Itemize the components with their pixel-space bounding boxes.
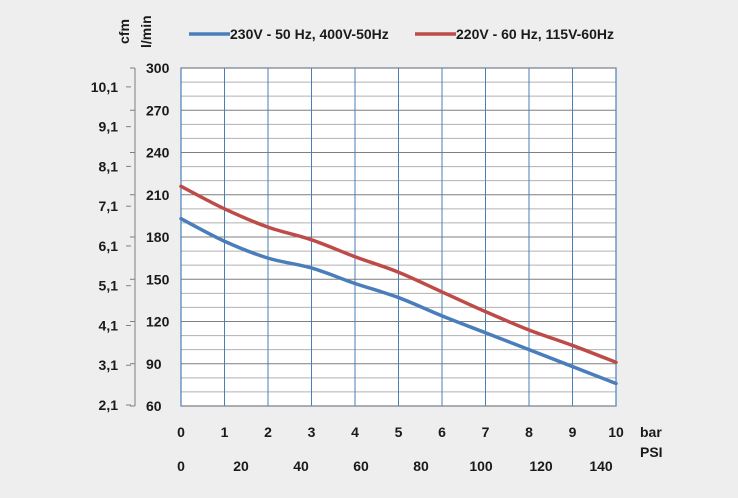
- x-tick-label-psi: 0: [177, 458, 185, 474]
- y-tick-label-cfm: 7,1: [99, 198, 119, 214]
- y-tick-label-lmin: 60: [146, 398, 162, 414]
- x-tick-label-bar: 0: [177, 424, 185, 440]
- y-tick-label-lmin: 180: [146, 229, 170, 245]
- x-tick-label-psi: 100: [469, 458, 493, 474]
- x-unit-psi: PSI: [640, 444, 663, 460]
- y-unit-cfm: cfm: [116, 19, 132, 44]
- x-tick-label-bar: 7: [482, 424, 490, 440]
- x-tick-label-psi: 140: [589, 458, 613, 474]
- y-tick-label-lmin: 300: [146, 60, 170, 76]
- y-tick-label-cfm: 4,1: [99, 317, 119, 333]
- legend-label-series-2: 220V - 60 Hz, 115V-60Hz: [456, 26, 614, 42]
- y-tick-label-cfm: 6,1: [99, 238, 119, 254]
- x-tick-label-bar: 10: [608, 424, 624, 440]
- legend-label-series-1: 230V - 50 Hz, 400V-50Hz: [230, 26, 389, 42]
- x-tick-label-psi: 60: [353, 458, 369, 474]
- x-tick-label-bar: 8: [525, 424, 533, 440]
- x-tick-label-bar: 1: [221, 424, 229, 440]
- x-unit-bar: bar: [640, 424, 662, 440]
- y-tick-label-lmin: 240: [146, 145, 170, 161]
- y-tick-label-cfm: 9,1: [99, 119, 119, 135]
- y-tick-label-lmin: 90: [146, 356, 162, 372]
- x-tick-label-psi: 20: [233, 458, 249, 474]
- y-tick-label-cfm: 10,1: [91, 79, 118, 95]
- x-tick-label-bar: 2: [264, 424, 272, 440]
- legend: 230V - 50 Hz, 400V-50Hz 220V - 60 Hz, 11…: [189, 26, 614, 42]
- x-tick-label-psi: 80: [413, 458, 429, 474]
- series: [179, 184, 618, 386]
- y-tick-label-lmin: 120: [146, 314, 170, 330]
- x-tick-label-bar: 6: [438, 424, 446, 440]
- x-tick-label-psi: 120: [529, 458, 553, 474]
- x-tick-label-psi: 40: [293, 458, 309, 474]
- y-tick-label-cfm: 2,1: [99, 397, 119, 413]
- y-tick-label-lmin: 210: [146, 187, 170, 203]
- x-tick-label-bar: 9: [569, 424, 577, 440]
- x-tick-label-bar: 3: [308, 424, 316, 440]
- axes: 60901201501802102402703002,13,14,15,16,1…: [91, 60, 624, 474]
- y-tick-label-lmin: 270: [146, 102, 170, 118]
- y-tick-label-cfm: 5,1: [99, 278, 119, 294]
- y-tick-label-cfm: 3,1: [99, 357, 119, 373]
- x-tick-label-bar: 5: [395, 424, 403, 440]
- y-tick-label-lmin: 150: [146, 271, 170, 287]
- x-tick-label-bar: 4: [351, 424, 359, 440]
- grid: [180, 67, 617, 407]
- y-tick-label-cfm: 8,1: [99, 158, 119, 174]
- y-unit-lmin: l/min: [138, 15, 154, 48]
